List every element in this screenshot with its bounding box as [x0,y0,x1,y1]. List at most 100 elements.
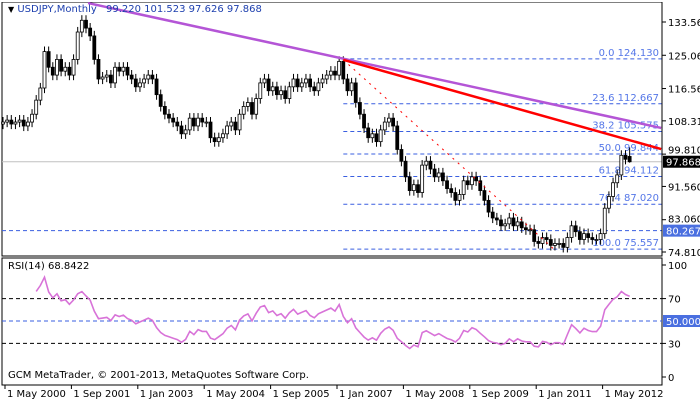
candle [150,69,155,85]
candle [432,163,437,182]
candle-body [440,172,445,182]
watermark: GCM MetaTrader, © 2001-2013, MetaQuotes … [8,370,309,381]
candle [9,115,14,130]
candle-body [478,180,483,191]
fib-level-label: 23.6 112.667 [592,93,659,104]
candle-body [494,217,499,221]
candle [611,177,615,202]
candle-body [519,221,524,229]
candle [540,232,545,249]
candle [88,23,93,42]
candle-body [569,225,574,238]
top-mask [0,0,700,2]
candle [312,81,317,96]
candle-body [627,156,632,163]
candle-body [233,121,238,131]
price-tick-label: 74.810 [668,248,700,259]
fib-level-label: 38.2 105.575 [592,121,659,132]
candle [109,69,113,89]
candle [403,156,408,182]
candle [586,228,591,243]
candle-body [104,74,109,78]
candle [623,150,628,165]
rsi-line [35,274,631,350]
candle-body [449,188,454,193]
candle [142,73,147,89]
candle [287,81,292,104]
candle-body [138,82,142,88]
candle [25,116,30,132]
candle-body [341,60,346,80]
candle [245,97,250,112]
ohlc-text: 99.220 101.523 97.626 97.868 [105,4,262,15]
candle [470,171,474,190]
candle [129,69,134,85]
candle [449,183,454,198]
candle-body [287,86,292,99]
candle [266,73,271,96]
candle [270,81,275,96]
candle-body [1,121,5,125]
time-tick-label: 1 May 2004 [206,389,265,400]
candle-body [84,19,88,29]
candle [553,238,557,251]
candle-body [395,125,400,150]
candle [428,156,433,175]
time-tick-label: 1 Jan 2003 [140,389,194,400]
candle [225,120,230,139]
candle-body [258,82,263,99]
candle-body [229,121,234,127]
candle-body [432,168,437,178]
candle-body [611,182,615,197]
fib-level-label: 76.4 87.020 [599,193,659,204]
candle [316,77,321,96]
trendline-purple [87,1,662,130]
candle-body [117,66,122,72]
candle [337,56,342,81]
candle-body [382,121,387,131]
candle [615,169,620,188]
candle [328,66,333,81]
candle [407,171,412,196]
candle [117,62,122,77]
candle [445,175,449,194]
candle-body [34,99,39,115]
candle-body [453,192,458,201]
candle-body [333,70,337,76]
price-tick-label: 91.560 [668,182,700,193]
candle-body [162,106,167,115]
candle-body [482,190,487,201]
candle [183,124,188,139]
candle-body [532,229,537,242]
candle [374,128,379,147]
fib-level-label: 100.0 75.557 [592,238,659,249]
candle [478,175,483,196]
candle [582,228,586,245]
candle-body [129,74,134,80]
candle-body [470,176,474,186]
candle-body [196,117,200,127]
candle [490,207,495,224]
candle [503,218,508,231]
candle [196,113,200,132]
candle [279,85,283,100]
candle [590,232,595,245]
candle [21,115,26,132]
candle-body [63,66,68,72]
candle-body [121,66,126,72]
candle [258,77,263,104]
candle [295,73,300,92]
dropdown-triangle-icon[interactable]: ▼ [8,5,15,14]
candle-body [623,154,628,160]
candle [254,93,259,120]
candle-body [540,237,545,244]
candle-body [100,76,105,80]
candle [100,71,105,85]
candle [486,195,491,218]
candle-body [59,59,63,72]
candle [436,167,441,182]
candle-body [499,219,503,227]
candle [291,73,296,92]
candle [50,62,55,81]
